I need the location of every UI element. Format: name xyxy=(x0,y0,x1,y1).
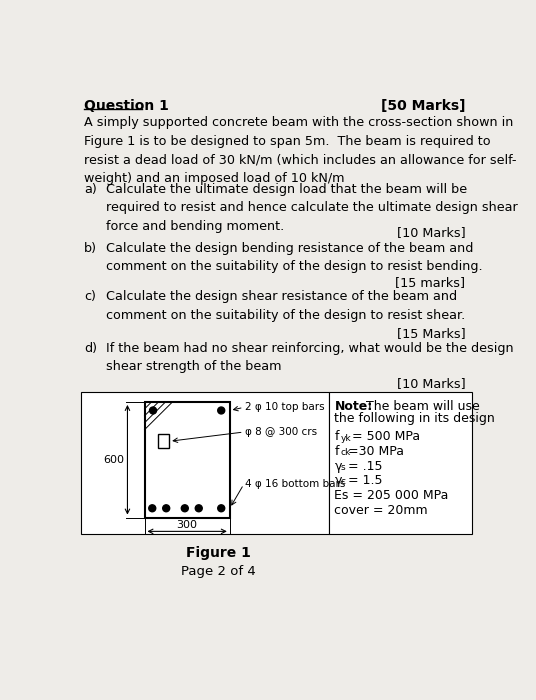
Circle shape xyxy=(163,505,170,512)
Text: b): b) xyxy=(84,241,97,255)
Text: 600: 600 xyxy=(103,455,124,465)
Text: Figure 1: Figure 1 xyxy=(185,546,250,560)
Text: f: f xyxy=(334,430,339,444)
Text: = 1.5: = 1.5 xyxy=(344,475,383,487)
Bar xyxy=(159,434,169,448)
Bar xyxy=(145,402,230,517)
Circle shape xyxy=(218,407,225,414)
Text: 300: 300 xyxy=(177,520,198,530)
Text: φ 8 @ 300 crs: φ 8 @ 300 crs xyxy=(245,427,317,437)
Text: [15 Marks]: [15 Marks] xyxy=(397,326,465,340)
Text: c: c xyxy=(340,477,346,486)
Text: = 500 MPa: = 500 MPa xyxy=(347,430,420,444)
Text: = .15: = .15 xyxy=(344,460,383,473)
Text: d): d) xyxy=(84,342,97,355)
Text: c): c) xyxy=(84,290,96,303)
Bar xyxy=(329,392,472,535)
Text: a): a) xyxy=(84,183,97,195)
Text: Calculate the design bending resistance of the beam and
comment on the suitabili: Calculate the design bending resistance … xyxy=(106,241,482,273)
Text: Es = 205 000 MPa: Es = 205 000 MPa xyxy=(334,489,449,502)
Text: 4 φ 16 bottom bars: 4 φ 16 bottom bars xyxy=(245,480,346,489)
Text: Page 2 of 4: Page 2 of 4 xyxy=(181,566,256,578)
Text: f: f xyxy=(334,445,339,458)
Text: s: s xyxy=(340,463,345,472)
Text: cover = 20mm: cover = 20mm xyxy=(334,504,428,517)
Circle shape xyxy=(149,505,156,512)
Text: γ: γ xyxy=(334,460,342,473)
Circle shape xyxy=(181,505,188,512)
Circle shape xyxy=(218,505,225,512)
Text: γ: γ xyxy=(334,475,342,487)
Text: Note:: Note: xyxy=(334,400,373,413)
Text: If the beam had no shear reinforcing, what would be the design
shear strength of: If the beam had no shear reinforcing, wh… xyxy=(106,342,513,374)
Text: ck: ck xyxy=(340,448,351,457)
Bar xyxy=(81,392,329,535)
Circle shape xyxy=(195,505,202,512)
Text: [15 marks]: [15 marks] xyxy=(396,276,465,290)
Text: Calculate the design shear resistance of the beam and
comment on the suitability: Calculate the design shear resistance of… xyxy=(106,290,465,322)
Text: [10 Marks]: [10 Marks] xyxy=(397,227,465,239)
Text: yk: yk xyxy=(340,433,351,442)
Text: =30 MPa: =30 MPa xyxy=(347,445,404,458)
Text: A simply supported concrete beam with the cross-section shown in
Figure 1 is to : A simply supported concrete beam with th… xyxy=(84,116,517,185)
Text: the following in its design: the following in its design xyxy=(334,412,495,425)
Text: Question 1: Question 1 xyxy=(84,99,169,113)
Circle shape xyxy=(150,407,157,414)
Text: 2 φ 10 top bars: 2 φ 10 top bars xyxy=(245,402,325,412)
Text: Calculate the ultimate design load that the beam will be
required to resist and : Calculate the ultimate design load that … xyxy=(106,183,517,232)
Text: [10 Marks]: [10 Marks] xyxy=(397,377,465,390)
Text: The beam will use: The beam will use xyxy=(361,400,479,413)
Text: [50 Marks]: [50 Marks] xyxy=(381,99,465,113)
